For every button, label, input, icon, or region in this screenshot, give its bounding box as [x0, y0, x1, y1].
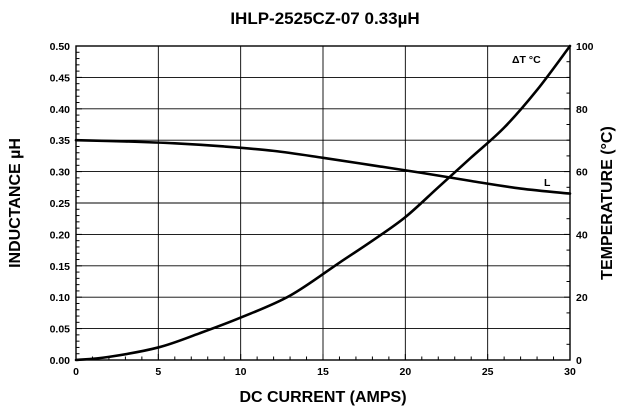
x-tick-label: 5	[155, 366, 161, 378]
x-tick-label: 30	[564, 366, 576, 378]
y-tick-label: 0.00	[50, 355, 71, 367]
y-tick-label: 0.10	[50, 292, 71, 304]
y2-tick-label: 100	[576, 41, 594, 53]
y2-tick-label: 0	[576, 355, 582, 367]
y-tick-label: 0.40	[50, 104, 71, 116]
series-label-temperature: ΔT °C	[512, 54, 541, 66]
y-tick-label: 0.20	[50, 229, 71, 241]
inductance-curve	[74, 138, 572, 195]
y-tick-label: 0.35	[50, 135, 71, 147]
y-axis-label: INDUCTANCE µH	[7, 138, 24, 268]
y-tick-label: 0.50	[50, 41, 71, 53]
temperature-curve	[74, 44, 572, 362]
x-tick-label: 15	[317, 366, 329, 378]
y-tick-labels: 0.00 0.05 0.10 0.15 0.20 0.25 0.30 0.35 0.40 0.45…	[50, 41, 71, 367]
series-label-inductance: L	[544, 177, 551, 189]
y-tick-label: 0.30	[50, 167, 71, 179]
series	[74, 44, 572, 362]
x-tick-label: 20	[399, 366, 411, 378]
x-tick-label: 0	[73, 366, 79, 378]
y-tick-label: 0.05	[50, 324, 71, 336]
y-tick-label: 0.45	[50, 72, 71, 84]
x-tick-labels: 0 5 10 15 20 25 30	[73, 366, 576, 378]
x-axis-label: DC CURRENT (AMPS)	[239, 389, 406, 406]
y2-axis-label: TEMPERATURE (°C)	[599, 126, 616, 280]
y2-tick-labels: 0 20 40 60 80 100	[576, 41, 594, 367]
y-tick-label: 0.15	[50, 261, 71, 273]
x-tick-label: 25	[482, 366, 494, 378]
chart-title: IHLP-2525CZ-07 0.33µH	[230, 9, 419, 28]
x-tick-label: 10	[235, 366, 247, 378]
y2-tick-label: 80	[576, 104, 588, 116]
grid	[76, 46, 570, 360]
y2-tick-label: 40	[576, 229, 588, 241]
y2-tick-label: 60	[576, 167, 588, 179]
y2-tick-label: 20	[576, 292, 588, 304]
y-tick-label: 0.25	[50, 198, 71, 210]
